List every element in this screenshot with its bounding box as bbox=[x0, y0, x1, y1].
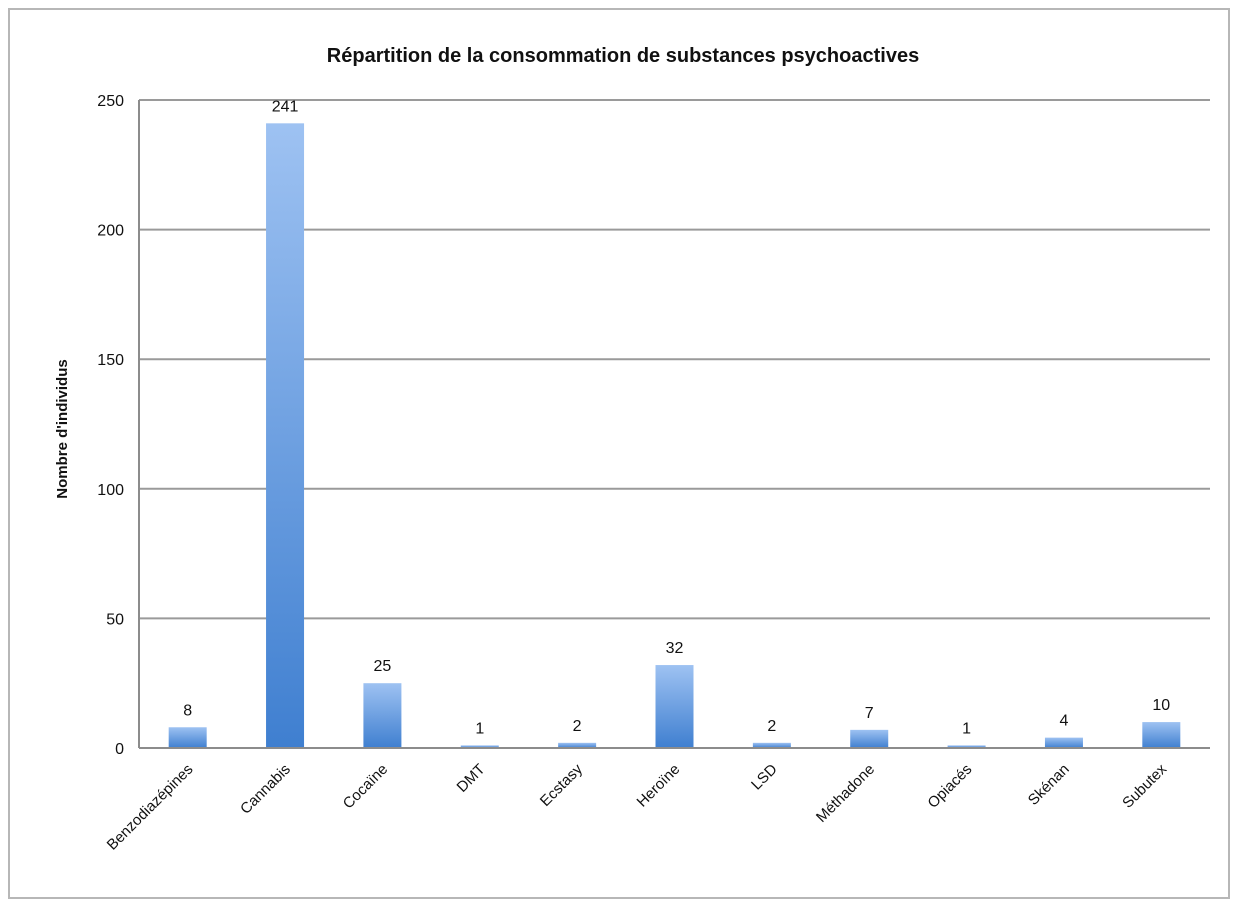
y-tick-label: 250 bbox=[97, 93, 124, 110]
y-tick-label: 0 bbox=[115, 741, 124, 758]
data-label: 2 bbox=[573, 718, 582, 735]
bars bbox=[168, 123, 1181, 748]
bar-4 bbox=[558, 742, 597, 748]
bar-3 bbox=[460, 745, 499, 748]
data-label: 25 bbox=[374, 658, 392, 675]
y-tick-labels: 0 50 100 150 200 250 bbox=[97, 93, 124, 758]
bar-2 bbox=[363, 683, 402, 748]
x-tick-label: Subutex bbox=[1119, 760, 1170, 811]
data-label: 4 bbox=[1060, 713, 1069, 730]
bar-10 bbox=[1142, 722, 1181, 748]
bar-chart: Répartition de la consommation de substa… bbox=[54, 45, 1210, 854]
bar-7 bbox=[850, 729, 889, 748]
data-label: 1 bbox=[475, 720, 484, 737]
chart-frame: Répartition de la consommation de substa… bbox=[8, 8, 1230, 899]
bar-8 bbox=[947, 745, 986, 748]
y-tick-label: 150 bbox=[97, 352, 124, 369]
x-tick-label: Heroïne bbox=[634, 761, 684, 811]
y-axis-label: Nombre d'individus bbox=[54, 359, 71, 498]
data-label: 241 bbox=[272, 98, 299, 115]
x-tick-label: DMT bbox=[454, 761, 489, 796]
data-label: 2 bbox=[767, 718, 776, 735]
x-tick-label: Ecstasy bbox=[537, 760, 587, 810]
gridlines bbox=[139, 99, 1210, 620]
bar-6 bbox=[752, 742, 791, 748]
chart-title: Répartition de la consommation de substa… bbox=[327, 45, 919, 67]
y-tick-label: 200 bbox=[97, 223, 124, 240]
y-tick-label: 100 bbox=[97, 482, 124, 499]
x-tick-label: Benzodiazépines bbox=[104, 761, 197, 854]
bar-0 bbox=[168, 727, 207, 748]
bar-1 bbox=[266, 123, 305, 748]
x-tick-label: Cocaïne bbox=[340, 761, 392, 813]
x-tick-label: Méthadone bbox=[813, 761, 878, 826]
data-label: 10 bbox=[1152, 697, 1170, 714]
data-labels: 8 241 25 1 2 32 2 7 1 4 10 bbox=[183, 98, 1170, 737]
data-label: 1 bbox=[962, 720, 971, 737]
x-tick-labels: Benzodiazépines Cannabis Cocaïne DMT Ecstasy… bbox=[104, 760, 1171, 853]
x-tick-label: Skénan bbox=[1025, 761, 1073, 809]
bar-9 bbox=[1044, 737, 1083, 748]
x-tick-label: Cannabis bbox=[237, 761, 294, 818]
data-label: 32 bbox=[666, 640, 684, 657]
y-tick-label: 50 bbox=[106, 611, 124, 628]
bar-5 bbox=[655, 665, 694, 748]
data-label: 7 bbox=[865, 705, 874, 722]
x-tick-label: LSD bbox=[748, 761, 781, 794]
x-tick-label: Opiacés bbox=[924, 761, 975, 812]
data-label: 8 bbox=[183, 702, 192, 719]
